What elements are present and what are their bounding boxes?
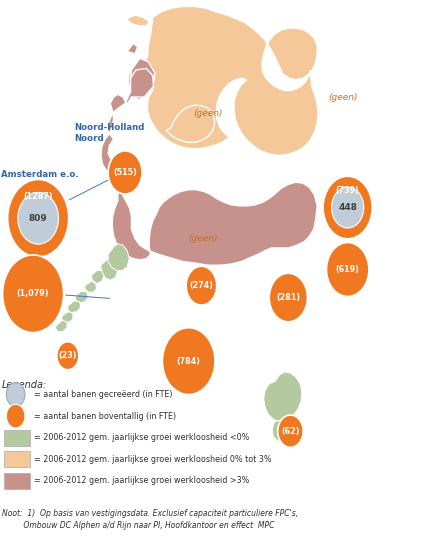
Bar — [4, 451, 30, 467]
Text: (515): (515) — [113, 168, 137, 177]
Text: (1,079): (1,079) — [17, 289, 49, 298]
Text: Legenda:: Legenda: — [2, 380, 47, 390]
Polygon shape — [68, 301, 81, 313]
Polygon shape — [101, 68, 317, 265]
Circle shape — [8, 179, 69, 257]
Text: (geen): (geen) — [189, 234, 218, 243]
Polygon shape — [91, 271, 104, 284]
Text: (619): (619) — [336, 265, 360, 274]
Text: = 2006-2012 gem. jaarlijkse groei werkloosheid 0% tot 3%: = 2006-2012 gem. jaarlijkse groei werklo… — [34, 455, 271, 464]
Circle shape — [332, 187, 364, 228]
Circle shape — [3, 255, 64, 333]
Text: (geen): (geen) — [193, 109, 223, 118]
Text: (1287): (1287) — [23, 192, 53, 202]
Polygon shape — [131, 58, 155, 100]
Text: = 2006-2012 gem. jaarlijkse groei werkloosheid <0%: = 2006-2012 gem. jaarlijkse groei werklo… — [34, 433, 249, 442]
Circle shape — [323, 176, 372, 239]
Text: 809: 809 — [29, 214, 47, 223]
Text: = aantal banen gecreëerd (in FTE): = aantal banen gecreëerd (in FTE) — [34, 390, 173, 399]
Text: (23): (23) — [59, 351, 77, 360]
Text: = aantal banen boventallig (in FTE): = aantal banen boventallig (in FTE) — [34, 412, 176, 420]
Circle shape — [108, 151, 142, 194]
Text: Amsterdam e.o.: Amsterdam e.o. — [1, 170, 78, 179]
Text: (281): (281) — [276, 293, 300, 302]
Polygon shape — [108, 244, 129, 271]
Text: (739): (739) — [336, 186, 360, 195]
Bar — [4, 430, 30, 446]
Circle shape — [57, 342, 79, 370]
Text: Noot:  1)  Op basis van vestigingsdata. Exclusief capaciteit particuliere FPC's,: Noot: 1) Op basis van vestigingsdata. Ex… — [2, 509, 298, 530]
Text: (274): (274) — [190, 281, 213, 290]
Polygon shape — [126, 15, 149, 26]
Polygon shape — [85, 281, 97, 292]
Polygon shape — [166, 105, 215, 142]
Circle shape — [18, 192, 59, 244]
Polygon shape — [264, 372, 302, 421]
Circle shape — [6, 383, 25, 406]
Polygon shape — [75, 291, 88, 303]
Polygon shape — [128, 6, 318, 155]
Polygon shape — [272, 420, 289, 441]
Polygon shape — [127, 43, 138, 54]
Polygon shape — [61, 312, 73, 322]
Circle shape — [326, 243, 369, 296]
Polygon shape — [101, 259, 118, 280]
Circle shape — [269, 273, 307, 322]
Text: (geen): (geen) — [329, 93, 358, 101]
Text: 448: 448 — [338, 203, 357, 212]
Circle shape — [186, 266, 217, 305]
Text: (62): (62) — [281, 427, 300, 436]
Text: = 2006-2012 gem. jaarlijkse groei werkloosheid >3%: = 2006-2012 gem. jaarlijkse groei werklo… — [34, 476, 249, 485]
Bar — [4, 473, 30, 489]
Text: Noord-Holland
Noord: Noord-Holland Noord — [74, 123, 145, 143]
Polygon shape — [55, 320, 67, 331]
Text: (784): (784) — [177, 357, 201, 365]
Circle shape — [278, 415, 303, 447]
Circle shape — [6, 404, 25, 428]
Circle shape — [162, 328, 215, 395]
